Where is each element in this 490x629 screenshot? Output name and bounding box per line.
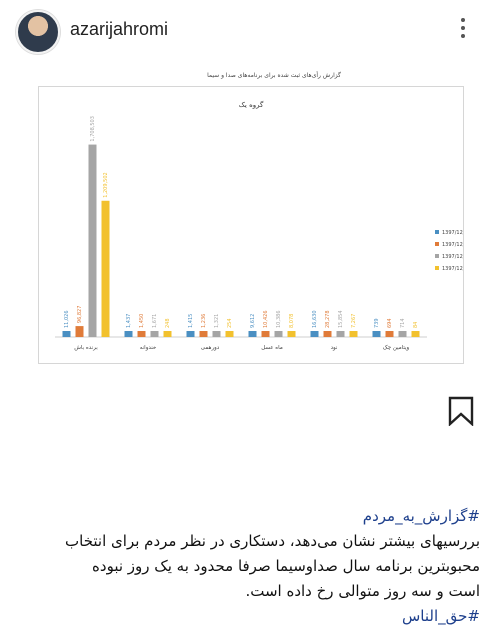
data-label: 1,708,503 xyxy=(90,116,96,141)
chart-bar xyxy=(336,331,345,337)
chart-bar xyxy=(385,331,394,337)
chart-bar xyxy=(310,331,319,337)
data-label: 96,827 xyxy=(77,306,83,324)
data-label: 16,630 xyxy=(312,311,318,329)
legend-swatch xyxy=(435,254,439,258)
legend-swatch xyxy=(435,266,439,270)
chart-bar xyxy=(349,331,358,337)
chart-bar xyxy=(225,331,234,337)
chart-bar xyxy=(62,331,71,337)
data-label: 254 xyxy=(227,318,233,328)
post-image: گزارش رأی‌های ثبت شده برای برنامه‌های صد… xyxy=(24,66,471,366)
data-label: 1,671 xyxy=(152,314,158,328)
post-caption: #گزارش_به_مردم بررسیهای بیشتر نشان می‌ده… xyxy=(14,504,480,629)
chart-bar xyxy=(261,331,270,337)
data-label: 1,437 xyxy=(126,314,132,328)
data-label: 8,078 xyxy=(289,314,295,328)
category-label: دورهمی xyxy=(201,345,220,351)
category-label: برنده باش xyxy=(74,345,98,351)
data-label: 7,267 xyxy=(351,314,357,328)
bar-chart: گروه یک 11,026 96,827 1,708,503 1,209,502 برن… xyxy=(55,100,471,351)
avatar[interactable] xyxy=(16,10,60,54)
data-label: 739 xyxy=(374,318,380,328)
chart-bar xyxy=(124,331,133,337)
chart-bar xyxy=(137,331,146,337)
bookmark-icon[interactable] xyxy=(447,396,475,426)
caption-line: است و سه روز متوالی رخ داده است. xyxy=(245,582,480,600)
chart-bar xyxy=(287,331,296,337)
category-label: ماه عسل xyxy=(261,345,283,351)
chart-bar xyxy=(248,331,257,337)
data-label: 1,236 xyxy=(201,314,207,328)
caption-line: بررسیهای بیشتر نشان می‌دهد، دستکاری در ن… xyxy=(65,532,480,550)
data-label: 714 xyxy=(400,318,406,328)
more-options-icon[interactable] xyxy=(458,18,468,44)
data-label: 15,854 xyxy=(338,311,344,329)
category-label: ویتامین چک xyxy=(383,344,410,351)
category-label: نود xyxy=(331,345,338,351)
chart-bar xyxy=(75,326,84,337)
legend-swatch xyxy=(435,242,439,246)
data-label: 84 xyxy=(413,322,419,328)
data-label: 10,426 xyxy=(263,311,269,329)
data-label: 248 xyxy=(165,318,171,328)
chart-bar xyxy=(323,331,332,337)
data-label: 1,450 xyxy=(139,314,145,328)
data-label: 1,209,502 xyxy=(103,172,109,197)
data-label: 694 xyxy=(387,318,393,328)
username[interactable]: azarijahromi xyxy=(70,19,169,39)
chart-bar xyxy=(186,331,195,337)
chart-bar xyxy=(372,331,381,337)
chart-bar xyxy=(274,331,283,337)
data-label: 1,321 xyxy=(214,314,220,328)
chart-frame: گروه یک 11,026 96,827 1,708,503 1,209,502 برن… xyxy=(38,86,471,364)
legend-label: 1397/12/08 xyxy=(442,230,463,236)
chart-bar xyxy=(88,144,97,337)
caption-line: محبوبترین برنامه سال صداوسیما صرفا محدود… xyxy=(92,557,480,575)
data-label: 1,415 xyxy=(188,314,194,328)
legend-swatch xyxy=(435,230,439,234)
category-label: خندوانه xyxy=(140,345,157,351)
data-label: 10,386 xyxy=(276,311,282,329)
data-label: 9,612 xyxy=(250,314,256,328)
caption-hashtag-2[interactable]: #حق_الناس xyxy=(402,607,480,625)
legend-label: 1397/12/09 xyxy=(442,242,463,248)
chart-title: گروه یک xyxy=(239,100,264,109)
data-label: 11,026 xyxy=(64,311,70,329)
chart-bar xyxy=(150,331,159,337)
chart-bar xyxy=(101,200,110,337)
legend-label: 1397/12/10 xyxy=(442,254,463,260)
report-title: گزارش رأی‌های ثبت شده برای برنامه‌های صد… xyxy=(207,72,341,79)
chart-bar xyxy=(411,331,420,337)
chart-bar xyxy=(398,331,407,337)
legend-label: 1397/12/11 xyxy=(442,266,463,272)
post-header: azarijahromi xyxy=(0,0,490,62)
chart-bar xyxy=(212,331,221,337)
caption-hashtag[interactable]: #گزارش_به_مردم xyxy=(362,507,480,525)
chart-bar xyxy=(199,331,208,337)
data-label: 28,278 xyxy=(325,311,331,329)
chart-bar xyxy=(163,331,172,337)
